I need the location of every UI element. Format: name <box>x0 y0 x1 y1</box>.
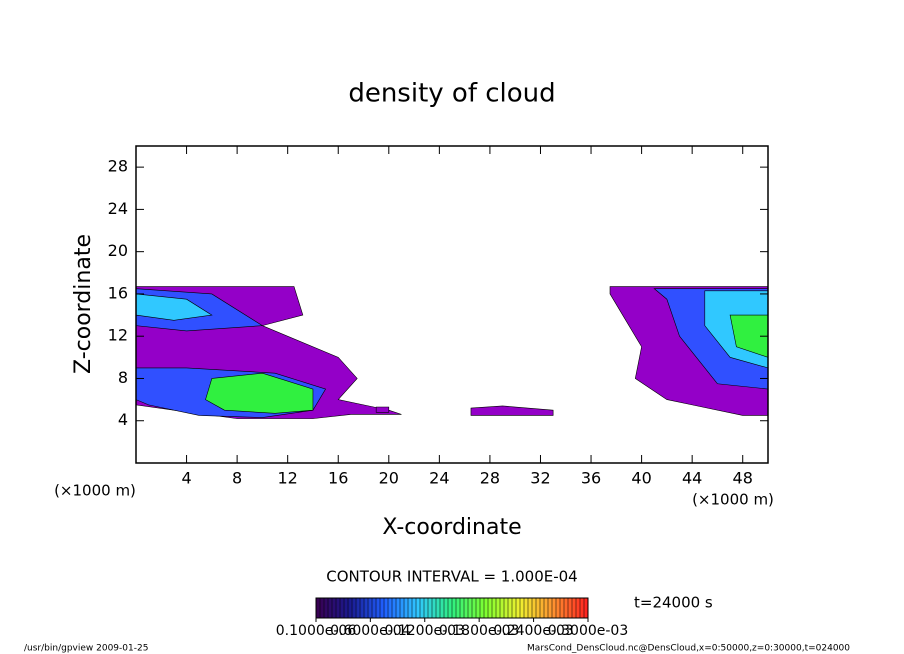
time-label: t=24000 s <box>634 594 713 612</box>
x-tick-label: 16 <box>328 469 348 488</box>
y-tick-label: 28 <box>108 157 128 176</box>
colorbar-tick-label: 0.1200e-03 <box>385 623 465 639</box>
x-tick-label: 8 <box>232 469 242 488</box>
y-tick-label: 4 <box>118 410 128 429</box>
colorbar-tick-label: 0.1800e-03 <box>439 623 519 639</box>
x-tick-label: 28 <box>480 469 500 488</box>
x-tick-label: 24 <box>429 469 449 488</box>
x-tick-label: 48 <box>733 469 753 488</box>
plot-frame <box>135 145 769 464</box>
y-tick-label: 12 <box>108 326 128 345</box>
y-tick-label: 24 <box>108 199 128 218</box>
plot-area <box>135 286 769 419</box>
x-unit: (×1000 m) <box>54 482 136 500</box>
footer-right: MarsCond_DensCloud.nc@DensCloud,x=0:5000… <box>527 644 850 654</box>
colorbar-tick-label: 0.6000e-04 <box>330 623 411 639</box>
x-tick-label: 20 <box>379 469 399 488</box>
x-tick-label: 40 <box>631 469 651 488</box>
colorbar-tick-label: 0.3000e-03 <box>548 623 628 639</box>
x-tick-label: 36 <box>581 469 601 488</box>
colorbar-tick-label: 0.1000e-06 <box>276 623 357 639</box>
footer-left: /usr/bin/gpview 2009-01-25 <box>24 644 148 654</box>
contour-region <box>375 406 390 413</box>
x-tick-label: 12 <box>278 469 298 488</box>
x-unit: (×1000 m) <box>692 491 774 509</box>
x-tick-label: 4 <box>181 469 191 488</box>
chart-title: density of cloud <box>348 79 555 109</box>
x-tick-label: 44 <box>682 469 702 488</box>
y-tick-label: 16 <box>108 283 128 302</box>
contour-region <box>470 405 554 416</box>
contour-interval: CONTOUR INTERVAL = 1.000E-04 <box>326 568 577 586</box>
x-axis-label: X-coordinate <box>382 515 521 540</box>
y-tick-label: 8 <box>118 368 128 387</box>
colorbar-tick-label: 0.2400e-03 <box>493 623 573 639</box>
y-axis-label: Z-coordinate <box>71 234 96 374</box>
x-tick-label: 32 <box>530 469 550 488</box>
contour-region <box>205 372 314 414</box>
y-tick-label: 20 <box>108 241 128 260</box>
